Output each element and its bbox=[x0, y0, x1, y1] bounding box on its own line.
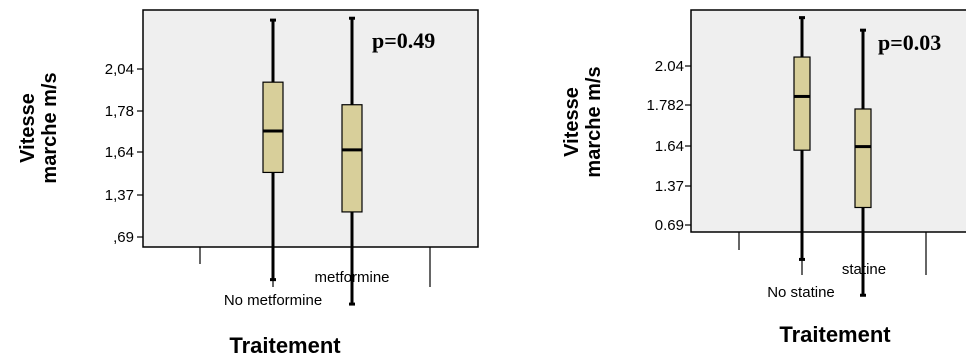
y-axis-title-line-1: Vitesse bbox=[561, 87, 583, 157]
box-iqr bbox=[854, 108, 872, 209]
y-axis-title-line-1: Vitesse bbox=[17, 93, 39, 163]
y-tick-label: ,69 bbox=[113, 229, 134, 246]
y-tick-label: 2.04 bbox=[655, 58, 684, 75]
x-category-label: No metformine bbox=[224, 292, 322, 309]
box-iqr bbox=[262, 81, 284, 174]
y-tick-label: 1.782 bbox=[646, 97, 684, 114]
y-tick-label: 2,04 bbox=[105, 61, 134, 78]
y-tick-label: 1,37 bbox=[105, 187, 134, 204]
x-axis-title: Traitement bbox=[229, 333, 341, 358]
y-tick-label: 1.37 bbox=[655, 178, 684, 195]
box-iqr bbox=[793, 56, 811, 151]
chart-right: 0.69 1.37 1.64 1.782 2.04 Vitesse marche… bbox=[561, 9, 966, 347]
plot-area-left bbox=[142, 9, 479, 248]
box-iqr bbox=[341, 104, 363, 213]
x-category-label: No statine bbox=[767, 284, 835, 301]
y-tick-label: 1,78 bbox=[105, 103, 134, 120]
plot-area-right bbox=[690, 9, 966, 233]
box-series-left bbox=[262, 16, 363, 306]
y-tick-label: 0.69 bbox=[655, 217, 684, 234]
p-value-annotation: p=0.03 bbox=[878, 30, 941, 55]
y-axis-title-line-2: marche m/s bbox=[39, 72, 61, 183]
p-value-annotation: p=0.49 bbox=[372, 28, 435, 53]
y-tick-label: 1,64 bbox=[105, 144, 134, 161]
box-series-right bbox=[793, 16, 872, 297]
y-axis-title-line-2: marche m/s bbox=[583, 66, 605, 177]
x-axis-title: Traitement bbox=[779, 322, 891, 347]
y-tick-label: 1.64 bbox=[655, 138, 684, 155]
chart-left: ,69 1,37 1,64 1,78 2,04 Vitesse marche m… bbox=[17, 9, 479, 358]
